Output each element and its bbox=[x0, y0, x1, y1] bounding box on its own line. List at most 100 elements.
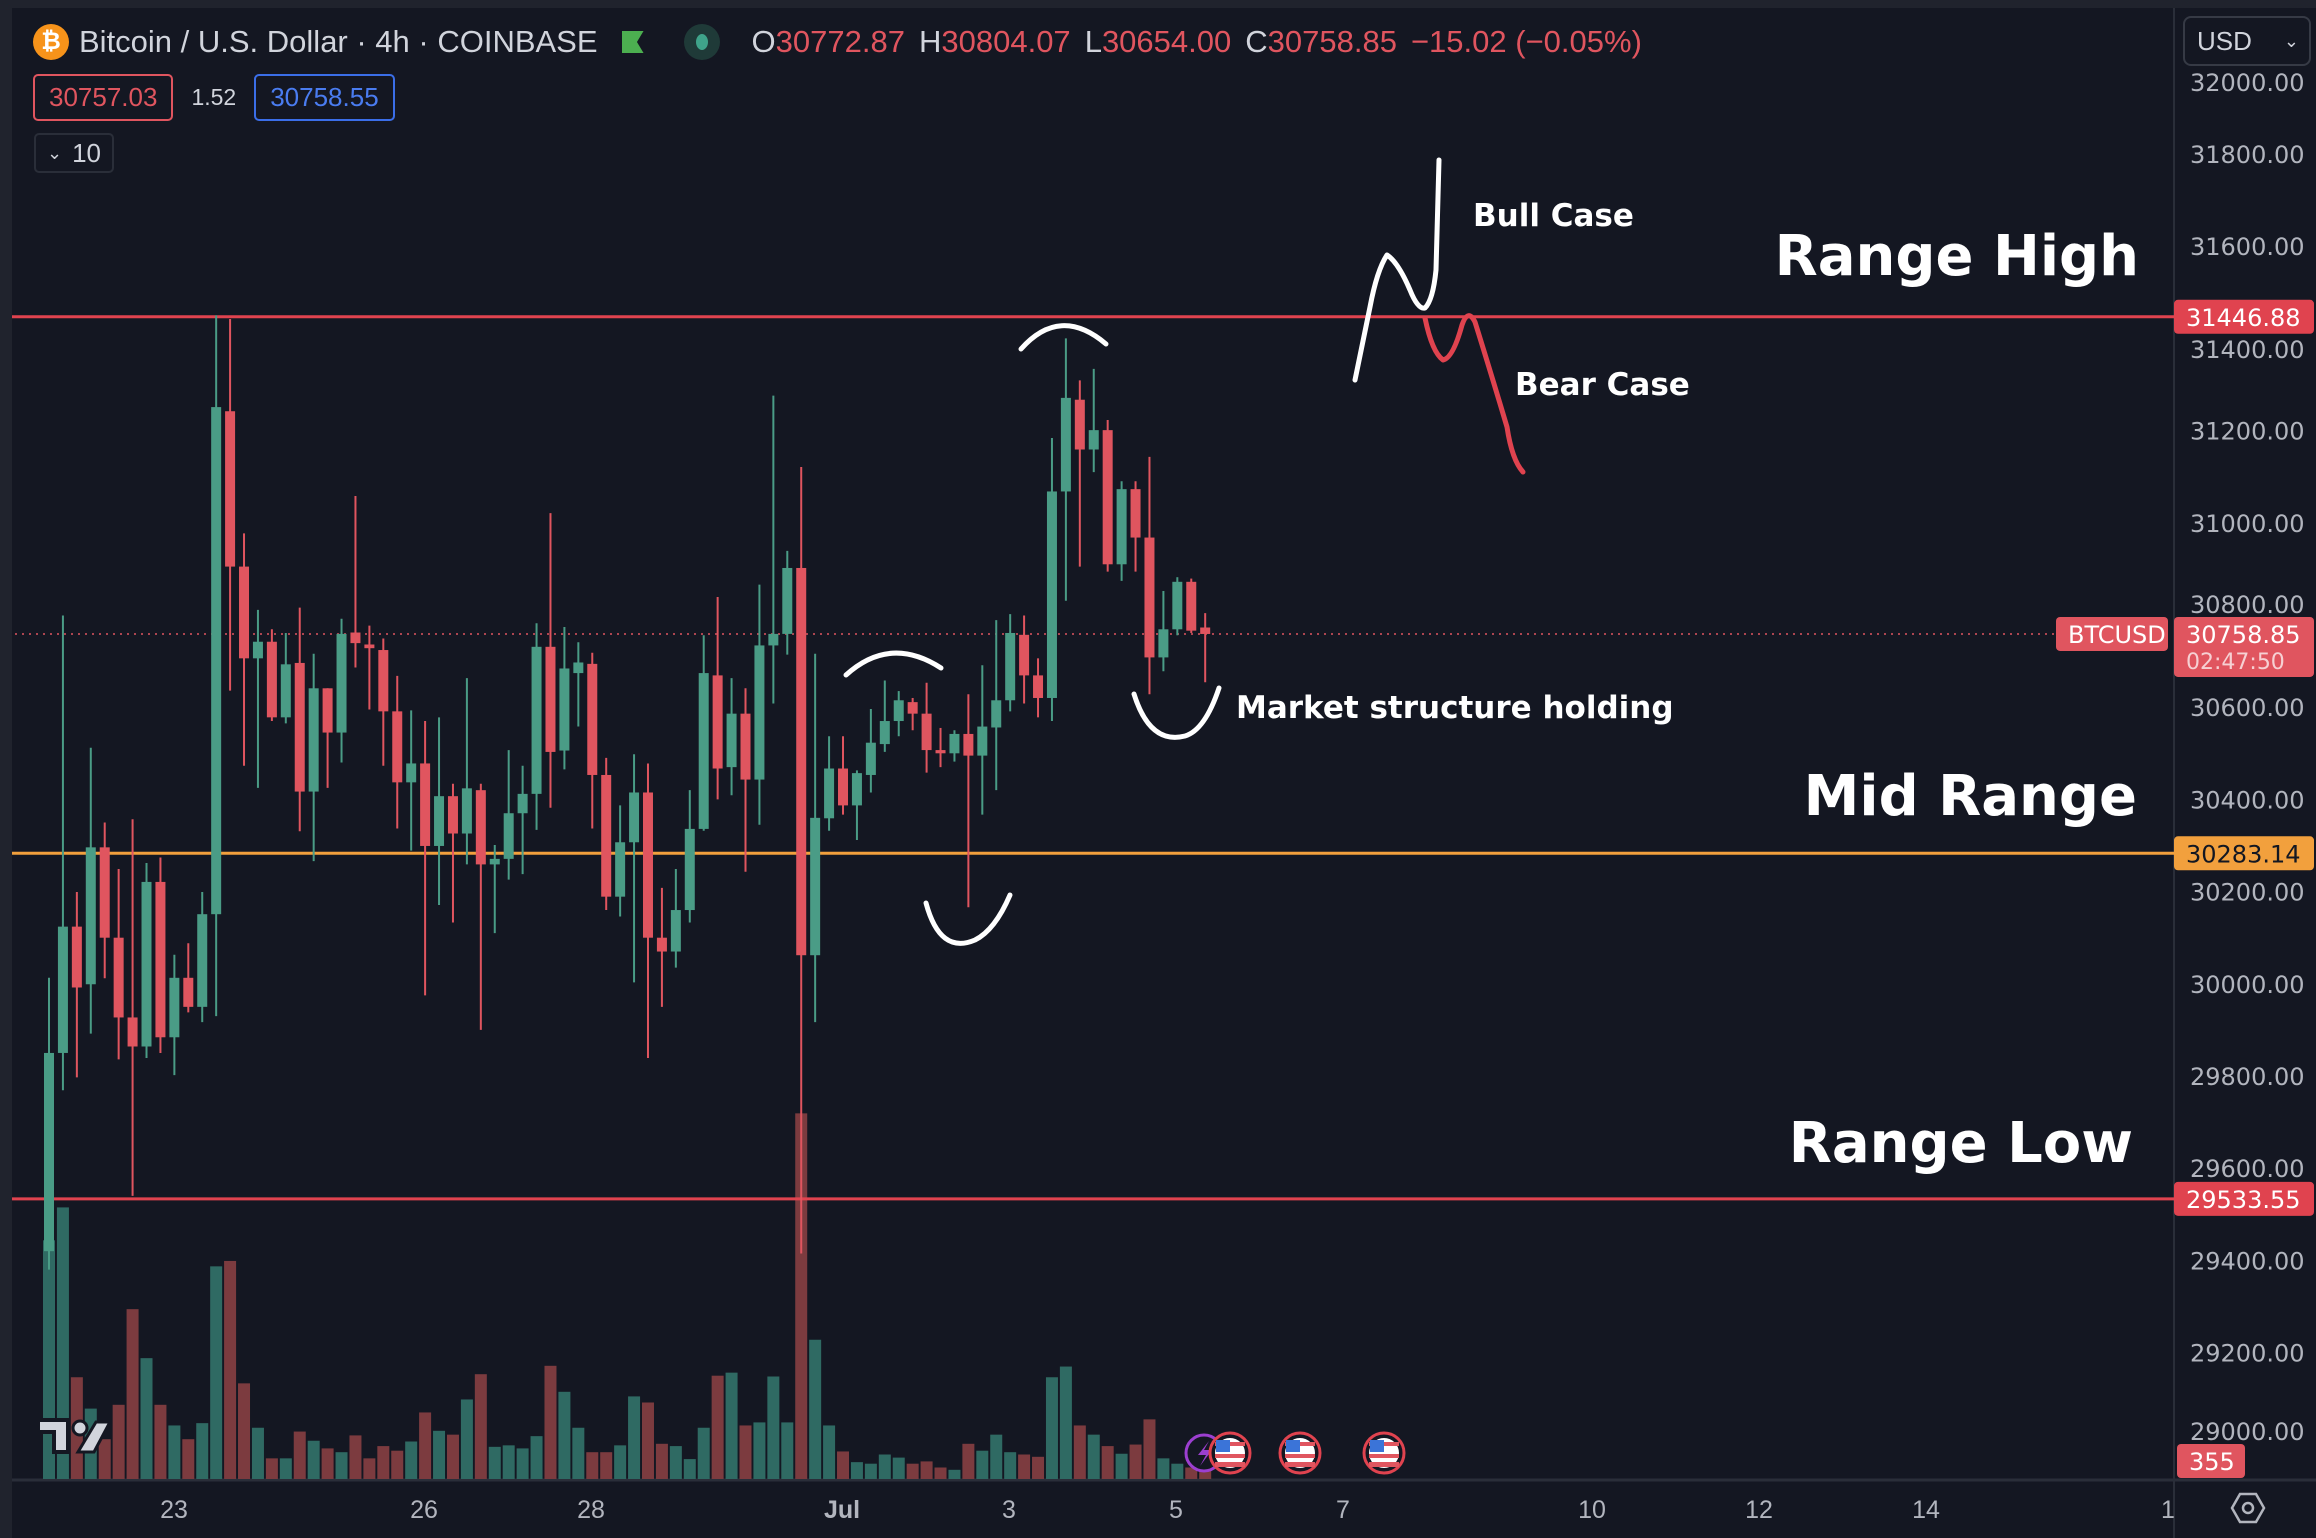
candle-body bbox=[740, 713, 751, 780]
chart-settings-icon[interactable] bbox=[2230, 1492, 2266, 1524]
time-axis[interactable]: 23 26 28 Jul 3 5 7 10 12 14 1 bbox=[160, 1496, 2175, 1524]
candle bbox=[211, 315, 222, 1017]
volume-bar bbox=[614, 1445, 627, 1479]
us-flag-icon[interactable] bbox=[1362, 1431, 1406, 1475]
drawings[interactable] bbox=[843, 157, 1526, 946]
bear-case-drawing[interactable] bbox=[1422, 313, 1526, 475]
candle-body bbox=[517, 793, 528, 814]
candle bbox=[726, 678, 737, 796]
volume-bar bbox=[990, 1434, 1003, 1479]
price-tags: 31446.88 30283.14 29533.55 30758.8502:47:50… bbox=[2056, 299, 2314, 1478]
volume-bar bbox=[976, 1450, 989, 1479]
candle-body bbox=[810, 817, 821, 956]
us-flag-icon[interactable] bbox=[1278, 1431, 1322, 1475]
candle-body bbox=[935, 750, 946, 754]
candle-body bbox=[726, 713, 737, 768]
candle-body bbox=[336, 633, 347, 733]
candle bbox=[294, 607, 305, 832]
time-tick-label: 7 bbox=[1336, 1496, 1350, 1524]
candle bbox=[447, 783, 458, 923]
horizontal-levels[interactable] bbox=[12, 315, 2174, 1201]
volume-bar bbox=[307, 1440, 320, 1479]
indicators-toggle[interactable]: ⌄ 10 bbox=[34, 133, 114, 173]
candle-body bbox=[1200, 627, 1211, 634]
time-tick-label: 10 bbox=[1578, 1496, 1606, 1524]
candle bbox=[197, 892, 208, 1023]
time-tick-label: 3 bbox=[1002, 1496, 1016, 1524]
candle-body bbox=[183, 977, 194, 1007]
level-price-tag: 31446.88 bbox=[2174, 299, 2314, 334]
candle bbox=[350, 496, 361, 668]
candle bbox=[851, 770, 862, 840]
candle bbox=[308, 653, 319, 862]
bull-case-drawing[interactable] bbox=[1352, 157, 1442, 383]
open-key: O bbox=[751, 24, 776, 59]
volume-bar bbox=[837, 1451, 850, 1479]
candle bbox=[838, 736, 849, 815]
candle bbox=[392, 675, 403, 829]
candle bbox=[921, 682, 932, 773]
symbol-header[interactable]: ₿ Bitcoin / U.S. Dollar · 4h · COINBASE … bbox=[33, 20, 1642, 64]
events-row[interactable] bbox=[1184, 1431, 1406, 1475]
volume-bar bbox=[474, 1374, 487, 1479]
volume-bar bbox=[1143, 1419, 1156, 1479]
volume-bar bbox=[363, 1458, 376, 1479]
candle bbox=[879, 680, 890, 752]
candle bbox=[796, 467, 807, 1254]
candle bbox=[1088, 368, 1099, 473]
candle-body bbox=[1116, 489, 1127, 565]
volume-bar bbox=[586, 1452, 599, 1479]
price-tick-label: 30800.00 bbox=[2190, 591, 2305, 619]
candle bbox=[420, 721, 431, 996]
candle-body bbox=[670, 910, 681, 952]
sell-button[interactable]: 30757.03 bbox=[33, 74, 174, 121]
right-u-drawing[interactable] bbox=[1131, 685, 1222, 740]
volume-bar bbox=[293, 1431, 306, 1479]
volume-bar bbox=[962, 1443, 975, 1479]
price-axis[interactable]: 32000.00 31800.00 31600.00 31400.00 31200.00… bbox=[2190, 69, 2305, 1446]
candle-body bbox=[308, 688, 319, 792]
candle bbox=[1172, 577, 1183, 636]
currency-select[interactable]: USD ⌄ bbox=[2183, 16, 2311, 66]
volume-bar bbox=[502, 1445, 515, 1479]
market-status-icon[interactable] bbox=[683, 24, 720, 60]
spread-value: 1.52 bbox=[191, 84, 237, 110]
buy-button[interactable]: 30758.55 bbox=[254, 74, 395, 121]
volume-bar bbox=[753, 1422, 766, 1479]
candle-body bbox=[601, 774, 612, 897]
close-value: 30758.85 bbox=[1267, 24, 1397, 59]
market-structure-label: Market structure holding bbox=[1236, 690, 1674, 726]
candle-body bbox=[225, 411, 236, 567]
candle-body bbox=[294, 662, 305, 792]
top-arc-drawing[interactable] bbox=[1018, 323, 1109, 352]
time-tick-label: 23 bbox=[160, 1496, 188, 1524]
candle bbox=[1130, 481, 1141, 572]
candle bbox=[1116, 481, 1127, 581]
candle-body bbox=[461, 788, 472, 834]
bull-case-label: Bull Case bbox=[1473, 198, 1634, 234]
candle-body bbox=[893, 700, 904, 722]
range-high-label: Range High bbox=[1775, 224, 2139, 289]
candle-body bbox=[350, 632, 361, 644]
low-u-drawing[interactable] bbox=[923, 892, 1013, 946]
candle-body bbox=[280, 664, 291, 718]
candle bbox=[615, 805, 626, 917]
volume-bar bbox=[460, 1399, 473, 1479]
candle-body bbox=[698, 673, 709, 829]
candle-body bbox=[1186, 581, 1197, 631]
candle-body bbox=[949, 733, 960, 754]
candle-body bbox=[392, 711, 403, 783]
mid-arc-drawing[interactable] bbox=[843, 650, 944, 678]
candle bbox=[141, 863, 152, 1059]
candle bbox=[225, 319, 236, 691]
candle bbox=[684, 790, 695, 923]
price-tick-label: 31200.00 bbox=[2190, 418, 2305, 446]
tradingview-logo[interactable] bbox=[36, 1418, 113, 1454]
flag-icon[interactable] bbox=[621, 31, 644, 53]
us-flag-icon[interactable] bbox=[1208, 1431, 1252, 1475]
bar-countdown: 02:47:50 bbox=[2186, 650, 2285, 675]
symbol-title[interactable]: Bitcoin / U.S. Dollar · 4h · COINBASE bbox=[79, 24, 598, 59]
